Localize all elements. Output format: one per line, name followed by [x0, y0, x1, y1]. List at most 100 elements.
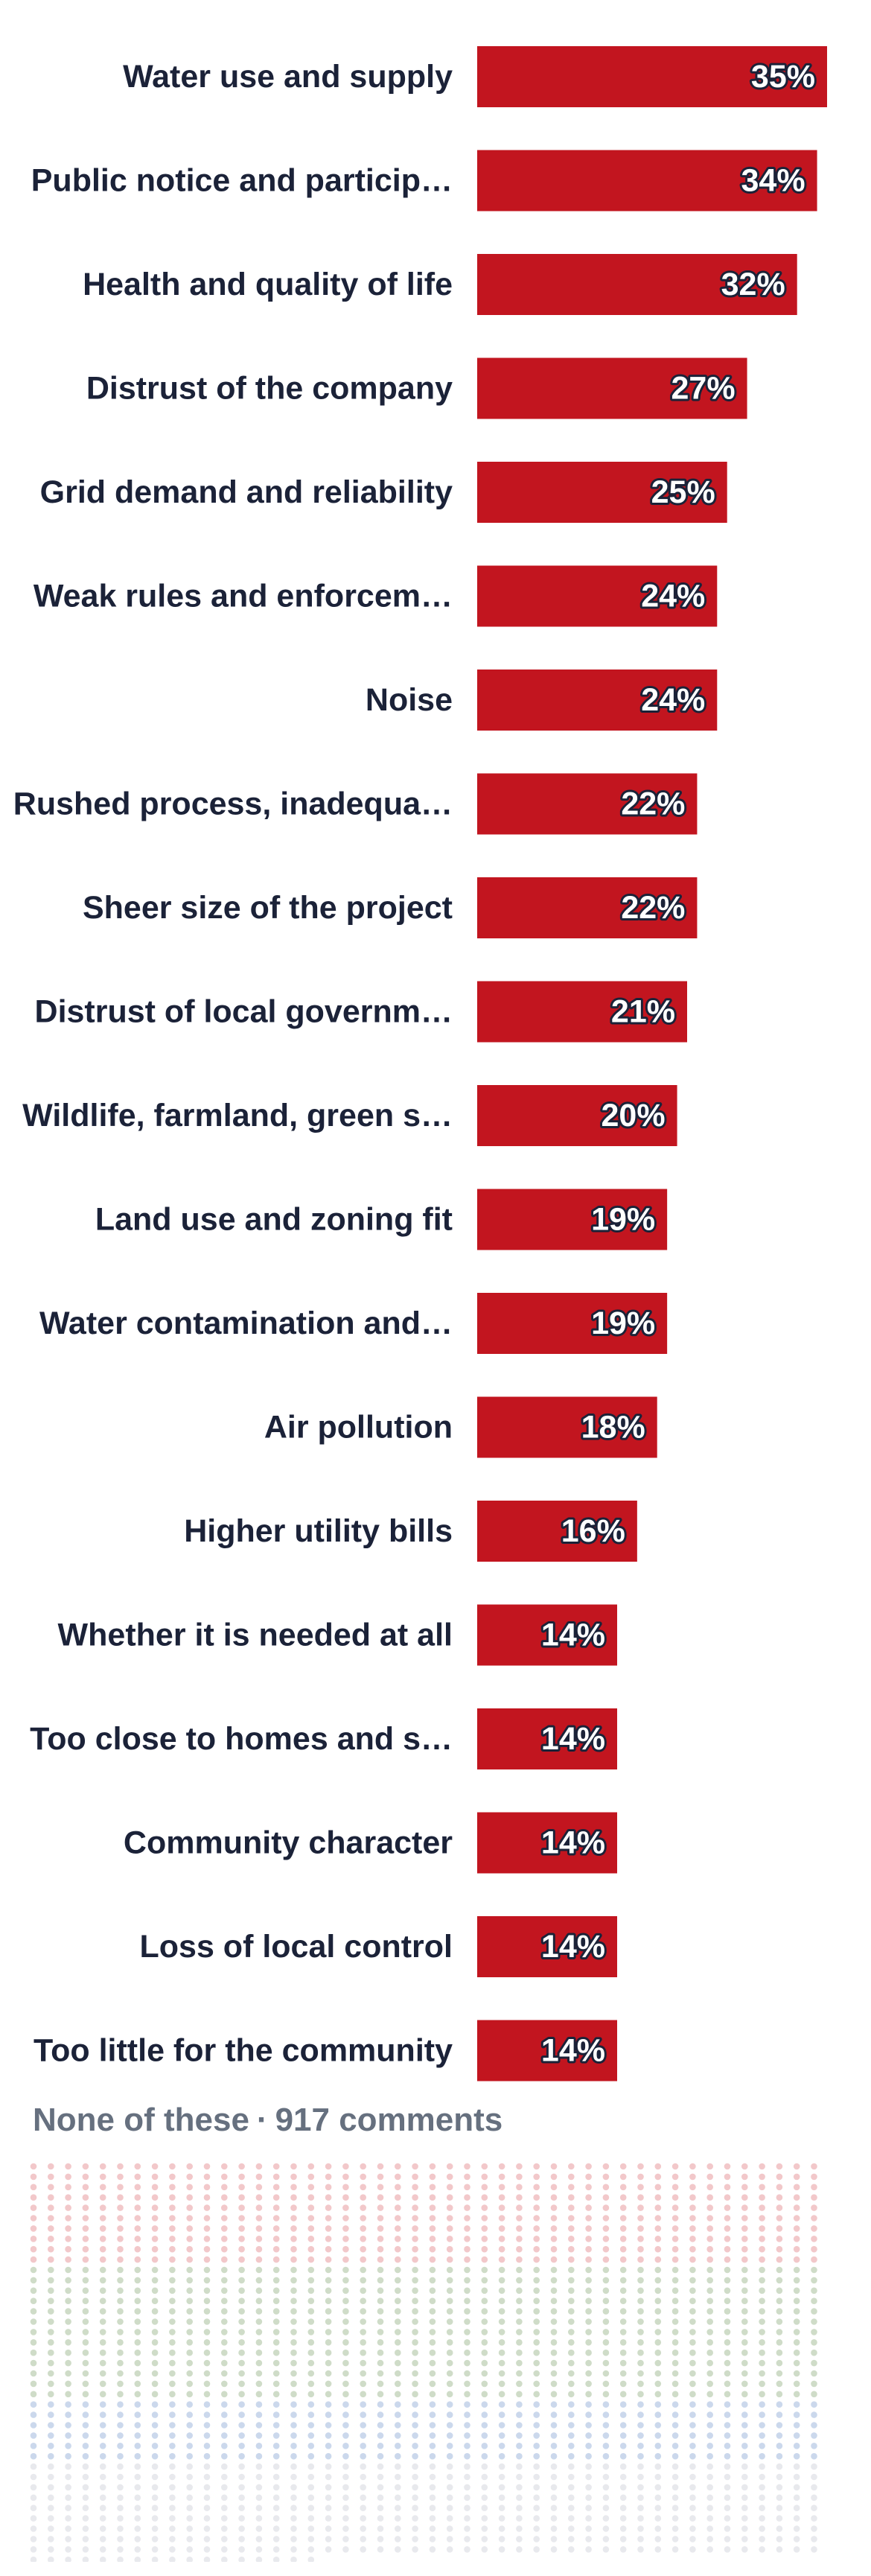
dot [602, 2473, 610, 2481]
dot [550, 2370, 558, 2377]
dot [585, 2339, 592, 2346]
bar [477, 1085, 677, 1146]
dot [568, 2484, 575, 2491]
dot [238, 2266, 245, 2274]
dot [395, 2473, 401, 2481]
dot [221, 2245, 228, 2253]
dot [82, 2184, 89, 2191]
dot [793, 2494, 800, 2502]
dot [342, 2173, 349, 2181]
dot [671, 2380, 679, 2388]
dot [186, 2536, 193, 2542]
category-label: Loss of local control [140, 1929, 453, 1965]
dot [99, 2287, 106, 2294]
dot [550, 2349, 558, 2356]
dot [568, 2432, 575, 2439]
dot [325, 2422, 332, 2429]
category-label: Whether it is needed at all [58, 1618, 453, 1653]
dot [446, 2452, 453, 2460]
dot [221, 2297, 228, 2304]
dot [412, 2505, 418, 2511]
dot [134, 2370, 141, 2377]
dot [498, 2339, 505, 2346]
dot [82, 2225, 89, 2232]
dot [272, 2329, 280, 2335]
dot [706, 2370, 713, 2377]
dot [377, 2349, 384, 2356]
dot [151, 2318, 159, 2325]
dot [30, 2184, 37, 2191]
dot [550, 2484, 558, 2491]
dot [203, 2536, 211, 2542]
dot [307, 2173, 315, 2181]
dot [255, 2329, 263, 2335]
dot [550, 2266, 558, 2274]
dot [412, 2484, 418, 2491]
dot [481, 2297, 488, 2304]
dot [481, 2256, 488, 2263]
dot [238, 2463, 245, 2470]
dot [99, 2184, 106, 2191]
dot [619, 2422, 627, 2429]
dot [429, 2194, 436, 2201]
dot [151, 2215, 159, 2222]
dot [412, 2536, 418, 2542]
dot [637, 2204, 644, 2211]
dot [481, 2380, 488, 2388]
dot [238, 2194, 245, 2201]
dot [637, 2380, 644, 2388]
dot [307, 2215, 315, 2222]
dot [238, 2411, 245, 2418]
dot [99, 2380, 106, 2388]
dot [706, 2546, 713, 2553]
dot [134, 2225, 141, 2232]
dot [221, 2287, 228, 2294]
dot [706, 2318, 713, 2325]
dot [99, 2225, 106, 2232]
dot [516, 2536, 523, 2542]
dot [585, 2546, 592, 2553]
dot [255, 2308, 263, 2315]
dot [65, 2266, 71, 2274]
dot [516, 2401, 523, 2408]
dot [446, 2525, 453, 2532]
bar [477, 877, 698, 938]
dot [151, 2204, 159, 2211]
dot [65, 2536, 71, 2542]
dot [325, 2163, 332, 2170]
dot [238, 2380, 245, 2388]
dot [412, 2277, 418, 2284]
dot [741, 2173, 748, 2181]
dot [48, 2266, 54, 2274]
dot [151, 2515, 159, 2522]
dot [221, 2308, 228, 2315]
dot [99, 2215, 106, 2222]
dot [585, 2287, 592, 2294]
dot [221, 2525, 228, 2532]
dot [151, 2494, 159, 2502]
dot [724, 2308, 731, 2315]
dot [99, 2463, 106, 2470]
dot [568, 2515, 575, 2522]
dot [602, 2463, 610, 2470]
dot [30, 2484, 37, 2491]
dot [186, 2349, 193, 2356]
dot [65, 2308, 71, 2315]
dot [776, 2359, 783, 2367]
dot [412, 2370, 418, 2377]
dot [272, 2452, 280, 2460]
dot [585, 2256, 592, 2263]
dot [724, 2349, 731, 2356]
dot [99, 2163, 106, 2170]
dot [412, 2422, 418, 2429]
dot [307, 2277, 315, 2284]
dot [307, 2194, 315, 2201]
dot [481, 2266, 488, 2274]
dot [360, 2359, 367, 2367]
dot [741, 2443, 748, 2449]
dot [429, 2329, 436, 2335]
dot [30, 2432, 37, 2439]
dot [221, 2194, 228, 2201]
dot [481, 2308, 488, 2315]
dot [706, 2452, 713, 2460]
